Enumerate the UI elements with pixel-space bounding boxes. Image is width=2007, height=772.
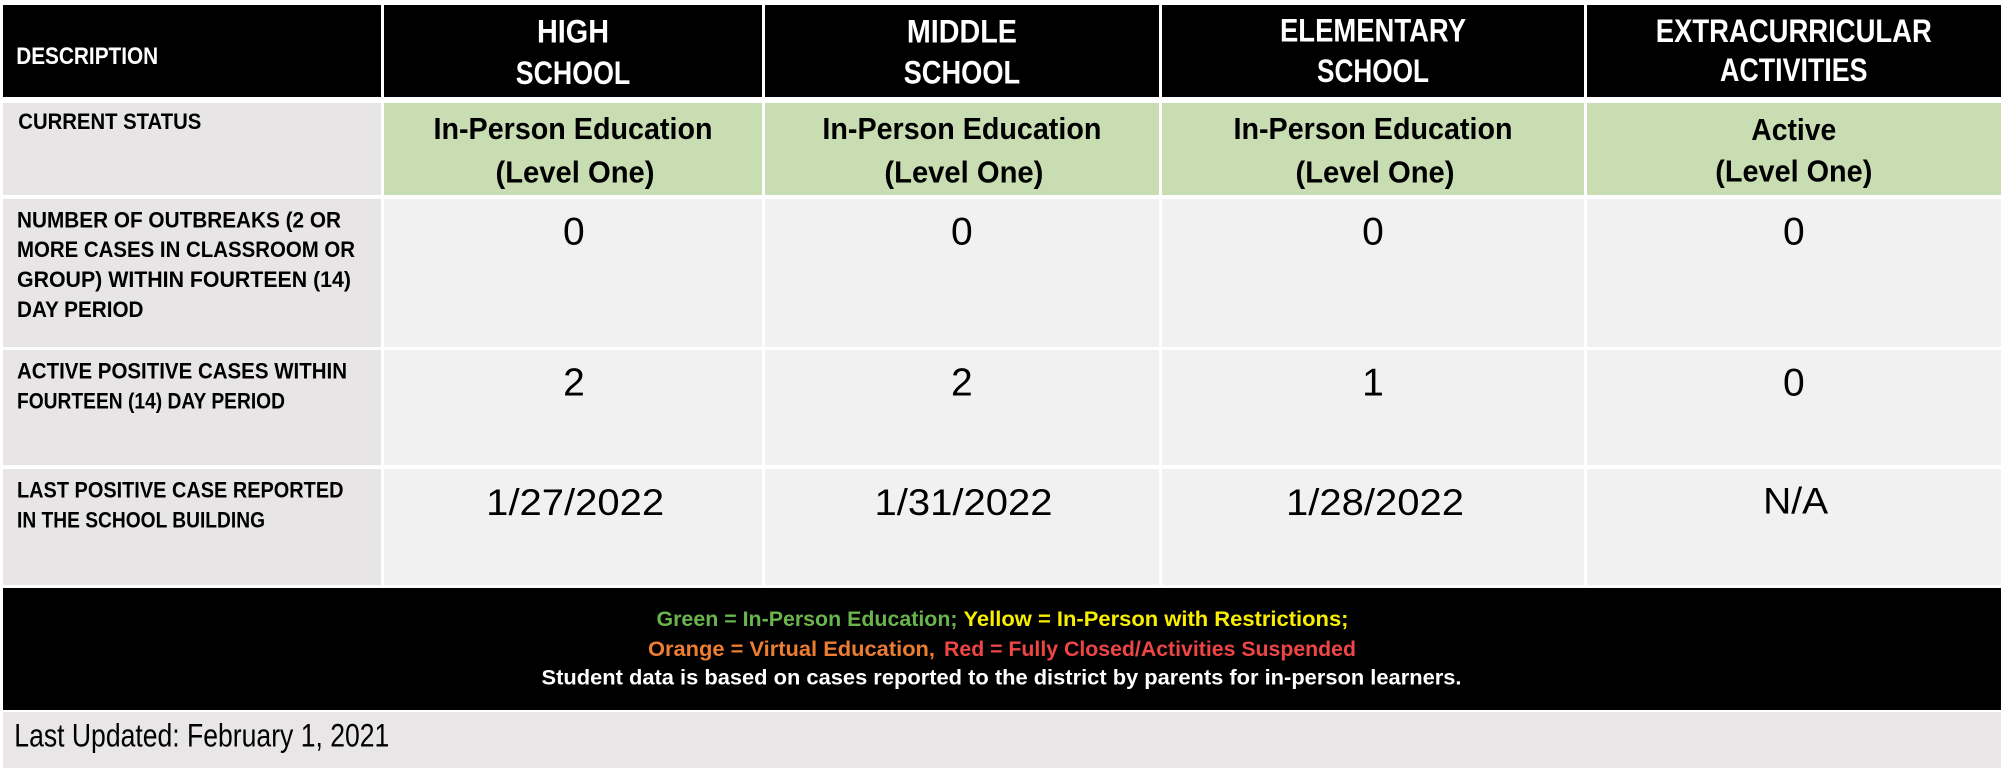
- svg-text:(Level One): (Level One): [884, 154, 1043, 189]
- svg-text:CURRENT STATUS: CURRENT STATUS: [18, 109, 201, 134]
- svg-text:DESCRIPTION: DESCRIPTION: [16, 43, 158, 70]
- svg-text:0: 0: [1362, 211, 1384, 254]
- svg-text:2: 2: [951, 362, 973, 405]
- svg-text:0: 0: [1783, 211, 1805, 254]
- svg-text:(Level One): (Level One): [496, 154, 655, 189]
- svg-text:1/27/2022: 1/27/2022: [486, 482, 664, 523]
- svg-text:0: 0: [563, 211, 585, 254]
- svg-text:(Level One): (Level One): [1296, 154, 1455, 189]
- svg-text:Yellow = In-Person with Restri: Yellow = In-Person with Restrictions;: [964, 608, 1349, 631]
- svg-text:In-Person Education: In-Person Education: [1234, 111, 1513, 146]
- svg-text:Green = In-Person Education;: Green = In-Person Education;: [657, 608, 958, 631]
- svg-text:2: 2: [563, 362, 585, 405]
- svg-text:ELEMENTARY: ELEMENTARY: [1280, 13, 1466, 49]
- svg-text:LAST POSITIVE CASE REPORTED: LAST POSITIVE CASE REPORTED: [17, 477, 344, 502]
- svg-text:HIGH: HIGH: [537, 13, 609, 49]
- svg-text:1: 1: [1362, 362, 1384, 405]
- svg-text:Student data is based on cases: Student data is based on cases reported …: [542, 667, 1462, 690]
- svg-text:Orange = Virtual Education,: Orange = Virtual Education,: [648, 638, 935, 661]
- svg-text:FOURTEEN (14) DAY PERIOD: FOURTEEN (14) DAY PERIOD: [17, 388, 285, 413]
- svg-text:0: 0: [1783, 362, 1805, 405]
- svg-text:SCHOOL: SCHOOL: [1317, 53, 1429, 89]
- svg-text:In-Person Education: In-Person Education: [822, 111, 1101, 146]
- svg-text:0: 0: [951, 211, 973, 254]
- svg-text:MIDDLE: MIDDLE: [907, 13, 1017, 49]
- svg-text:ACTIVE POSITIVE CASES WITHIN: ACTIVE POSITIVE CASES WITHIN: [17, 358, 347, 383]
- svg-text:(Level One): (Level One): [1715, 153, 1872, 188]
- svg-text:Last Updated: February 1, 2021: Last Updated: February 1, 2021: [14, 718, 389, 754]
- svg-text:1/31/2022: 1/31/2022: [875, 482, 1053, 523]
- svg-text:DAY PERIOD: DAY PERIOD: [17, 297, 144, 322]
- svg-text:SCHOOL: SCHOOL: [516, 55, 631, 91]
- svg-text:Red = Fully Closed/Activities: Red = Fully Closed/Activities Suspended: [944, 638, 1356, 661]
- svg-text:NUMBER OF OUTBREAKS (2 OR: NUMBER OF OUTBREAKS (2 OR: [17, 207, 341, 232]
- svg-text:In-Person Education: In-Person Education: [434, 111, 713, 146]
- svg-text:1/28/2022: 1/28/2022: [1286, 482, 1464, 523]
- svg-text:GROUP) WITHIN FOURTEEN (14): GROUP) WITHIN FOURTEEN (14): [17, 267, 351, 292]
- svg-text:ACTIVITIES: ACTIVITIES: [1720, 52, 1868, 88]
- svg-text:EXTRACURRICULAR: EXTRACURRICULAR: [1656, 13, 1932, 49]
- svg-text:MORE CASES IN CLASSROOM OR: MORE CASES IN CLASSROOM OR: [17, 237, 355, 262]
- svg-text:Active: Active: [1751, 112, 1836, 147]
- svg-text:N/A: N/A: [1763, 481, 1828, 522]
- svg-text:IN THE SCHOOL BUILDING: IN THE SCHOOL BUILDING: [17, 507, 265, 532]
- svg-text:SCHOOL: SCHOOL: [904, 55, 1021, 91]
